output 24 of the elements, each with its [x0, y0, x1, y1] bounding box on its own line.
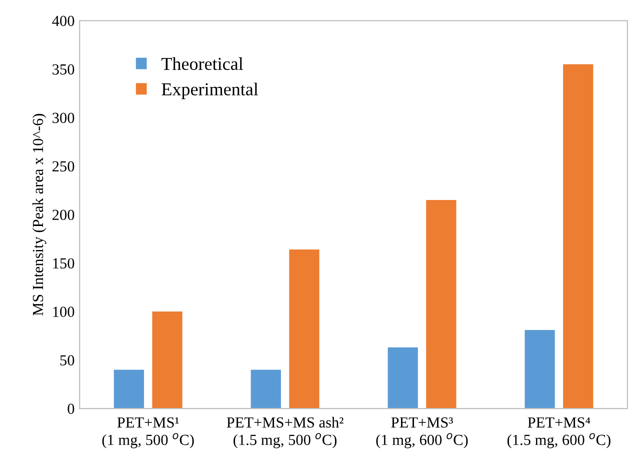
y-tick-label: 300 [52, 112, 74, 124]
bar [114, 370, 144, 409]
y-tick-label: 250 [52, 161, 74, 172]
x-tick-label: PET+MS³ (1 mg, 600 $^{o}$C) [376, 417, 468, 448]
bar [524, 330, 555, 409]
y-tick-label: 400 [52, 16, 74, 26]
bar [563, 64, 594, 409]
bar [388, 347, 418, 409]
y-tick-label: 200 [52, 210, 74, 220]
y-tick-label: 50 [60, 355, 74, 366]
bar [289, 249, 320, 409]
bar [426, 200, 456, 409]
bar [152, 312, 182, 409]
y-tick-label: 0 [68, 404, 74, 414]
y-axis-title: MS Intensity (Peak area x 10^-6) [32, 114, 46, 316]
legend-label: Experimental [162, 82, 258, 100]
x-tick-label: PET+MS+MS ash² (1.5 mg, 500 $^{o}$C) [226, 416, 344, 448]
y-tick-label: 100 [53, 306, 74, 317]
y-tick-label: 150 [53, 258, 74, 269]
x-tick-label: PET+MS⁴ (1.5 mg, 600 $^{o}$C) [507, 417, 610, 448]
x-tick-label: PET+MS¹ (1 mg, 500 $^{o}$C) [102, 417, 194, 448]
legend-label: Theoretical [162, 57, 244, 70]
y-tick-label: 350 [52, 64, 74, 75]
bar [250, 370, 281, 409]
